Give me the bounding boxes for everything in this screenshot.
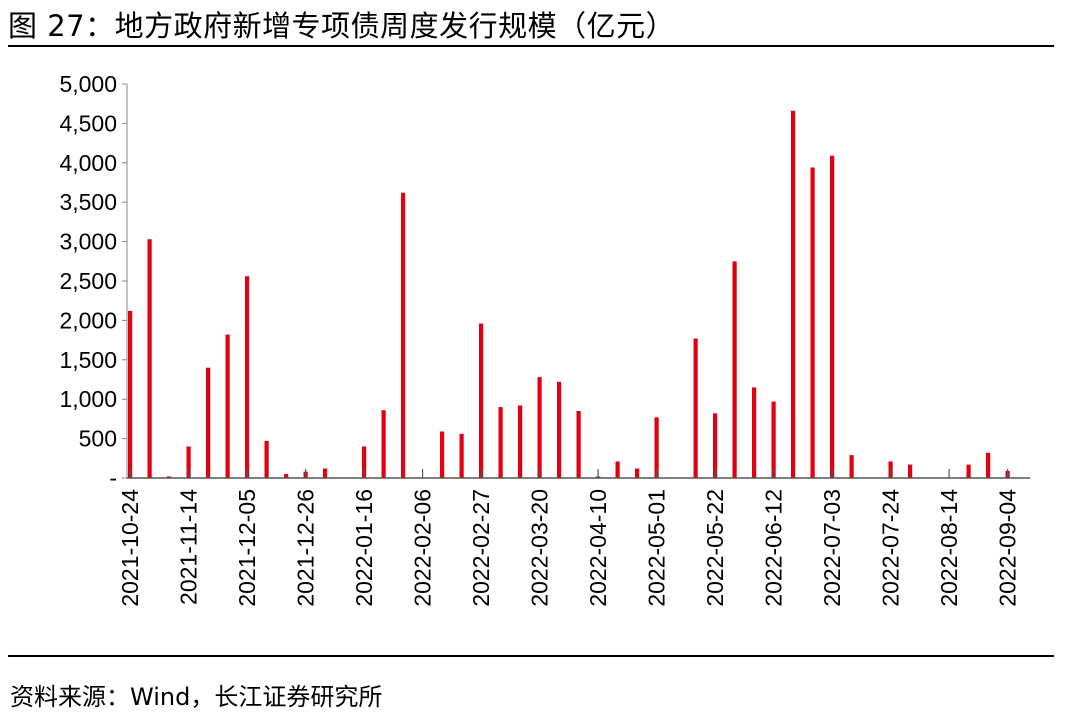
- x-tick-label: 2021-12-26: [293, 489, 319, 607]
- bar: [147, 239, 152, 478]
- bar: [128, 310, 133, 478]
- x-tick-label: 2021-12-05: [234, 489, 260, 607]
- x-tick-label: 2022-09-04: [995, 489, 1021, 607]
- y-tick-label: 2,500: [59, 268, 117, 294]
- bar: [752, 387, 757, 478]
- bar: [381, 410, 386, 478]
- y-tick-label: -: [109, 465, 117, 491]
- bar: [440, 431, 445, 478]
- x-tick-label: 2022-05-01: [644, 489, 670, 607]
- bar: [401, 192, 406, 478]
- bar: [362, 446, 367, 478]
- x-tick-label: 2021-11-14: [176, 489, 202, 605]
- bar: [713, 413, 718, 478]
- y-tick-label: 2,000: [59, 307, 117, 333]
- bar: [908, 464, 913, 478]
- bar: [732, 261, 737, 478]
- x-tick-label: 2022-02-27: [468, 489, 494, 607]
- x-tick-label: 2022-06-12: [761, 489, 787, 607]
- x-tick-label: 2021-10-24: [117, 489, 143, 607]
- bar: [498, 407, 503, 478]
- bar: [986, 452, 991, 478]
- x-tick-label: 2022-01-16: [351, 489, 377, 607]
- bar: [557, 381, 562, 478]
- bar-chart: - 500 1,000 1,500 2,000 2,500 3,000 3,500 4,000 4…: [59, 71, 1030, 607]
- footer-rule: [8, 655, 1054, 657]
- y-tick-label: 4,500: [59, 110, 117, 136]
- bar: [479, 323, 484, 478]
- bar: [245, 276, 250, 478]
- bar: [167, 476, 172, 478]
- y-tick-label: 1,000: [59, 386, 117, 412]
- bar: [459, 433, 464, 478]
- x-tick-label: 2022-08-14: [936, 489, 962, 607]
- bar: [615, 461, 620, 478]
- chart-title: 图 27：地方政府新增专项债周度发行规模（亿元）: [8, 9, 676, 43]
- bar: [966, 464, 971, 478]
- bar: [284, 474, 289, 478]
- y-tick-label: 5,000: [59, 71, 117, 97]
- x-tick-label: 2022-07-03: [819, 489, 845, 607]
- bar: [186, 446, 191, 478]
- bar: [635, 468, 640, 478]
- bar: [576, 411, 581, 478]
- bar: [537, 377, 542, 478]
- bar: [206, 367, 211, 478]
- x-tick-label: 2022-07-24: [878, 489, 904, 607]
- bar: [264, 440, 269, 478]
- bar: [771, 401, 776, 478]
- y-tick-label: 1,500: [59, 347, 117, 373]
- y-tick-label: 4,000: [59, 150, 117, 176]
- title-rule: [8, 45, 1054, 47]
- bar: [791, 110, 796, 479]
- y-tick-label: 3,500: [59, 189, 117, 215]
- x-tick-label: 2022-02-06: [410, 489, 436, 607]
- bar: [693, 338, 698, 478]
- y-tick-label: 500: [79, 426, 117, 452]
- bar: [810, 167, 815, 478]
- bar: [830, 155, 835, 478]
- bar: [323, 468, 328, 478]
- source-note: 资料来源：Wind，长江证券研究所: [10, 683, 383, 711]
- x-tick-label: 2022-03-20: [527, 489, 553, 607]
- bar: [225, 334, 230, 478]
- y-tick-label: 3,000: [59, 229, 117, 255]
- x-tick-label: 2022-04-10: [585, 489, 611, 607]
- x-tick-label: 2022-05-22: [702, 489, 728, 607]
- bar: [518, 405, 523, 478]
- bar: [849, 455, 854, 478]
- bar: [654, 417, 659, 478]
